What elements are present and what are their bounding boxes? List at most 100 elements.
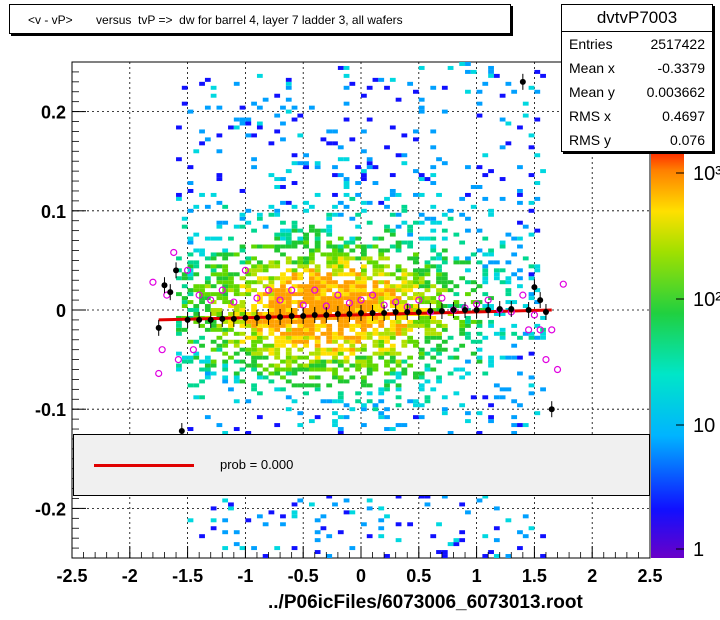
heatmap-cell: [251, 335, 257, 340]
heatmap-cell: [187, 165, 194, 170]
heatmap-cell: [251, 157, 257, 162]
heatmap-cell: [204, 367, 211, 372]
heatmap-cell: [303, 323, 309, 328]
profile-black-point: [496, 306, 503, 313]
heatmap-cell: [199, 343, 205, 348]
heatmap-cell: [251, 343, 257, 348]
heatmap-cell: [343, 292, 350, 297]
heatmap-cell: [517, 284, 523, 289]
heatmap-cell: [361, 407, 367, 412]
heatmap-cell: [355, 399, 361, 404]
heatmap-cell: [459, 367, 466, 372]
heatmap-cell: [268, 343, 275, 348]
heatmap-cell: [361, 379, 367, 384]
heatmap-cell: [424, 300, 431, 305]
heatmap-cell: [262, 375, 269, 380]
heatmap-cell: [488, 260, 494, 265]
heatmap-cell: [308, 331, 315, 336]
heatmap-cell: [355, 315, 361, 320]
x-tick-label: 0.5: [406, 566, 431, 586]
heatmap-cell: [413, 399, 419, 404]
heatmap-cell: [320, 347, 327, 352]
heatmap-cell: [447, 65, 454, 70]
heatmap-cell: [187, 264, 194, 269]
stats-label: Mean y: [569, 84, 615, 100]
heatmap-cell: [395, 304, 402, 309]
heatmap-cell: [222, 268, 229, 273]
heatmap-cell: [262, 276, 269, 281]
heatmap-cell: [366, 506, 373, 511]
heatmap-cell: [389, 232, 396, 237]
heatmap-cell: [361, 331, 367, 336]
heatmap-cell: [505, 81, 512, 86]
heatmap-cell: [228, 387, 234, 392]
heatmap-cell: [395, 268, 402, 273]
heatmap-cell: [285, 81, 292, 86]
heatmap-cell: [343, 260, 350, 265]
heatmap-cell: [349, 216, 356, 221]
heatmap-cell: [534, 153, 541, 158]
heatmap-cell: [268, 308, 275, 312]
heatmap-cell: [528, 375, 535, 380]
heatmap-cell: [320, 280, 327, 285]
heatmap-cell: [372, 296, 379, 301]
heatmap-cell: [239, 248, 246, 253]
heatmap-cell: [285, 85, 292, 90]
heatmap-cell: [245, 220, 252, 225]
heatmap-cell: [233, 399, 240, 404]
stats-label: RMS y: [569, 132, 611, 148]
heatmap-cell: [297, 383, 304, 388]
heatmap-cell: [337, 343, 344, 348]
heatmap-cell: [314, 248, 321, 253]
heatmap-cell: [493, 383, 500, 388]
heatmap-cell: [476, 185, 483, 189]
heatmap-cell: [297, 161, 304, 166]
heatmap-cell: [222, 276, 229, 281]
heatmap-cell: [343, 347, 350, 352]
heatmap-cell: [245, 280, 252, 285]
heatmap-cell: [239, 311, 246, 316]
heatmap-cell: [274, 236, 281, 241]
heatmap-cell: [372, 181, 379, 186]
heatmap-cell: [361, 335, 367, 340]
heatmap-cell: [239, 319, 246, 324]
heatmap-cell: [384, 427, 390, 432]
heatmap-cell: [222, 375, 229, 380]
heatmap-cell: [436, 288, 442, 293]
heatmap-cell: [285, 296, 292, 301]
heatmap-cell: [395, 522, 402, 527]
heatmap-cell: [424, 331, 431, 336]
heatmap-cell: [332, 331, 338, 336]
heatmap-cell: [366, 276, 373, 281]
heatmap-cell: [193, 232, 200, 237]
heatmap-cell: [251, 323, 257, 328]
heatmap-cell: [361, 347, 367, 352]
heatmap-cell: [366, 161, 373, 166]
heatmap-cell: [308, 315, 315, 320]
heatmap-cell: [193, 284, 200, 289]
heatmap-cell: [251, 101, 257, 106]
heatmap-cell: [326, 129, 333, 134]
heatmap-cell: [436, 192, 442, 197]
heatmap-cell: [413, 415, 419, 420]
heatmap-cell: [210, 272, 217, 277]
heatmap-cell: [378, 200, 385, 205]
heatmap-cell: [488, 319, 494, 324]
heatmap-cell: [268, 284, 275, 289]
heatmap-cell: [378, 355, 385, 360]
heatmap-cell: [280, 514, 286, 519]
heatmap-cell: [407, 296, 414, 301]
heatmap-cell: [222, 331, 229, 336]
heatmap-cell: [528, 85, 535, 90]
heatmap-cell: [291, 327, 298, 332]
heatmap-cell: [424, 494, 431, 499]
heatmap-cell: [308, 351, 315, 356]
heatmap-cell: [355, 212, 361, 217]
heatmap-cell: [251, 319, 257, 324]
heatmap-cell: [216, 264, 223, 269]
heatmap-cell: [361, 208, 367, 213]
heatmap-cell: [251, 165, 257, 170]
heatmap-cell: [193, 149, 200, 154]
heatmap-cell: [285, 276, 292, 281]
